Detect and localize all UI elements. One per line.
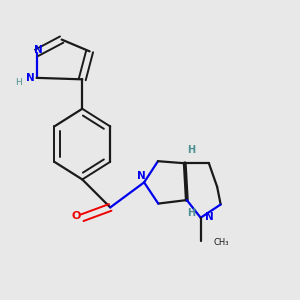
Text: N: N: [205, 212, 213, 221]
Text: H: H: [187, 145, 195, 155]
Text: H: H: [16, 78, 22, 87]
Text: N: N: [137, 172, 146, 182]
Text: CH₃: CH₃: [213, 238, 229, 247]
Text: N: N: [26, 73, 35, 83]
Text: N: N: [34, 45, 43, 55]
Text: O: O: [71, 211, 80, 221]
Text: H: H: [187, 208, 195, 218]
